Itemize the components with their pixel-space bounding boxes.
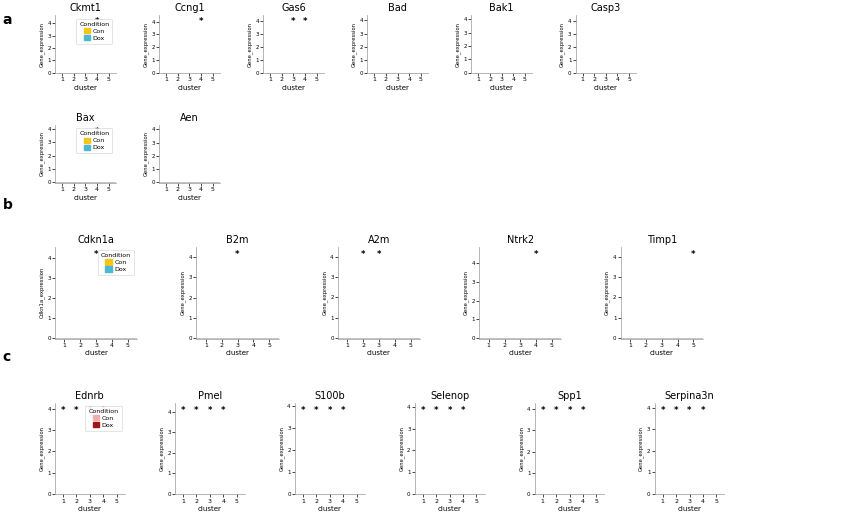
Text: *: * [674,405,678,415]
Text: *: * [74,405,79,415]
Title: Timp1: Timp1 [646,235,677,245]
Title: Selenop: Selenop [430,391,470,401]
X-axis label: cluster: cluster [78,506,102,512]
X-axis label: cluster: cluster [74,195,97,201]
X-axis label: cluster: cluster [594,85,618,91]
Title: B2m: B2m [226,235,249,245]
X-axis label: cluster: cluster [226,351,250,356]
X-axis label: cluster: cluster [437,506,462,512]
Y-axis label: Gene_expression: Gene_expression [605,270,610,315]
Title: Cdkn1a: Cdkn1a [78,235,114,245]
Text: *: * [580,405,585,415]
Y-axis label: Gene_expression: Gene_expression [247,22,253,67]
Text: *: * [194,405,199,415]
Y-axis label: Gene_expression: Gene_expression [39,22,45,67]
Text: *: * [541,405,545,415]
Title: Ednrb: Ednrb [75,391,104,401]
Title: Casp3: Casp3 [591,3,621,13]
X-axis label: cluster: cluster [318,506,342,512]
X-axis label: cluster: cluster [74,85,97,91]
Text: *: * [700,405,706,415]
Text: *: * [434,405,438,415]
Text: *: * [88,405,92,415]
Title: Ckmt1: Ckmt1 [69,3,102,13]
Y-axis label: Cdkn1a_expression: Cdkn1a_expression [39,267,45,318]
X-axis label: cluster: cluster [282,85,305,91]
Y-axis label: Gene_expression: Gene_expression [559,22,565,67]
Y-axis label: Gene_expression: Gene_expression [143,131,149,176]
Text: *: * [568,405,572,415]
X-axis label: cluster: cluster [558,506,581,512]
Y-axis label: Gene_expression: Gene_expression [143,22,149,67]
X-axis label: cluster: cluster [490,85,514,91]
Text: *: * [101,405,106,415]
Y-axis label: Gene_expression: Gene_expression [519,426,525,471]
Title: A2m: A2m [368,235,390,245]
Text: *: * [95,17,99,26]
Title: Aen: Aen [180,113,199,123]
X-axis label: cluster: cluster [386,85,409,91]
Text: *: * [61,405,65,415]
Legend: Con, Dox: Con, Dox [76,19,113,44]
X-axis label: cluster: cluster [367,351,391,356]
Y-axis label: Gene_expression: Gene_expression [278,426,284,471]
Y-axis label: Gene_expression: Gene_expression [180,270,186,315]
Y-axis label: Gene_expression: Gene_expression [463,270,469,315]
Text: *: * [554,405,558,415]
Text: *: * [448,405,452,415]
Y-axis label: Gene_expression: Gene_expression [639,426,644,471]
Text: *: * [181,405,185,415]
Text: *: * [534,250,538,259]
Title: S100b: S100b [315,391,345,401]
X-axis label: cluster: cluster [198,506,222,512]
Text: a: a [3,13,12,27]
Y-axis label: Gene_expression: Gene_expression [398,426,404,471]
Text: *: * [687,405,692,415]
Text: c: c [3,350,11,364]
Text: *: * [300,405,305,415]
X-axis label: cluster: cluster [650,351,673,356]
X-axis label: cluster: cluster [84,351,108,356]
Text: *: * [291,17,296,26]
Text: *: * [314,405,319,415]
Title: Bak1: Bak1 [490,3,514,13]
Title: Bad: Bad [388,3,407,13]
Legend: Con, Dox: Con, Dox [76,128,113,153]
Text: *: * [420,405,425,415]
Y-axis label: Gene_expression: Gene_expression [455,22,461,67]
Legend: Con, Dox: Con, Dox [85,406,122,431]
Title: Ntrk2: Ntrk2 [507,235,534,245]
Y-axis label: Gene_expression: Gene_expression [321,270,327,315]
Text: *: * [94,250,98,259]
X-axis label: cluster: cluster [178,85,201,91]
X-axis label: cluster: cluster [178,195,201,201]
Text: *: * [691,250,695,259]
Text: *: * [361,250,365,259]
Title: Ccng1: Ccng1 [174,3,205,13]
Text: *: * [199,17,203,26]
Text: *: * [95,127,99,136]
Text: *: * [303,17,307,26]
Legend: Con, Dox: Con, Dox [97,250,134,276]
X-axis label: cluster: cluster [678,506,701,512]
Text: *: * [327,405,332,415]
Y-axis label: Gene_expression: Gene_expression [159,426,164,471]
Text: *: * [461,405,465,415]
X-axis label: cluster: cluster [508,351,532,356]
Text: *: * [221,405,225,415]
Title: Serpina3n: Serpina3n [665,391,714,401]
Text: *: * [207,405,212,415]
Title: Bax: Bax [76,113,95,123]
Text: *: * [376,250,382,259]
Title: Pmel: Pmel [198,391,222,401]
Text: *: * [235,250,239,259]
Y-axis label: Gene_expression: Gene_expression [39,131,45,176]
Text: *: * [661,405,665,415]
Text: b: b [3,198,13,212]
Title: Gas6: Gas6 [281,3,306,13]
Text: *: * [341,405,345,415]
Title: Spp1: Spp1 [558,391,582,401]
Y-axis label: Gene_expression: Gene_expression [39,426,45,471]
Y-axis label: Gene_expression: Gene_expression [351,22,357,67]
